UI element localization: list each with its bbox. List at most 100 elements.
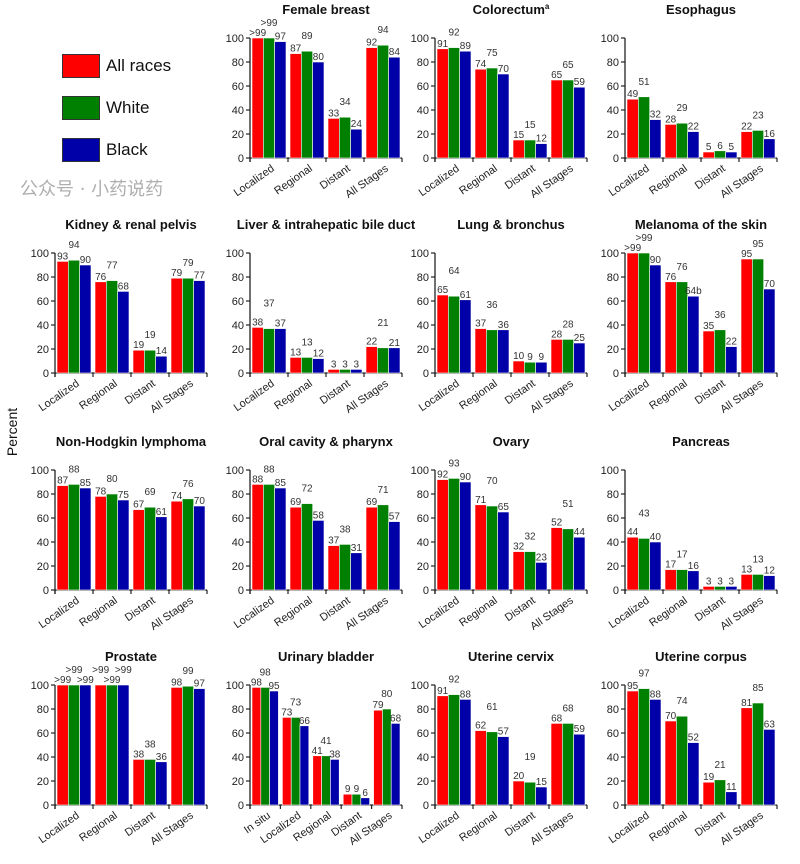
y-tick-label: 80 — [232, 57, 244, 69]
data-label: 69 — [144, 487, 156, 498]
y-tick-label: 80 — [417, 57, 429, 69]
data-label: 85 — [275, 478, 287, 489]
chart-title: Melanoma of the skin — [635, 217, 767, 232]
data-label: 61 — [486, 702, 498, 713]
data-label: 37 — [475, 319, 487, 330]
bar-black — [117, 684, 130, 806]
data-label: 11 — [726, 782, 737, 793]
y-tick-label: 60 — [417, 728, 429, 740]
chart-title: Non-Hodgkin lymphoma — [56, 434, 207, 449]
data-label: 76 — [676, 262, 688, 273]
data-label: 12 — [313, 349, 325, 360]
data-label: 70 — [764, 279, 776, 290]
bar-black — [763, 729, 776, 806]
data-label: 24 — [351, 119, 363, 130]
bar-black — [117, 291, 130, 374]
bar-black — [79, 684, 92, 806]
y-tick-label: 40 — [37, 537, 49, 549]
data-label: 74 — [171, 491, 183, 502]
y-tick-label: 80 — [417, 489, 429, 501]
data-label: >99 — [249, 28, 266, 39]
data-label: 99 — [182, 666, 194, 677]
y-tick-label: 40 — [37, 752, 49, 764]
data-label: 85 — [752, 683, 764, 694]
y-tick-label: 80 — [417, 704, 429, 716]
data-label: 20 — [513, 771, 525, 782]
data-label: 35 — [703, 321, 715, 332]
data-label: 52 — [551, 518, 563, 529]
data-label: >99 — [261, 18, 278, 29]
bar-black — [193, 688, 206, 806]
data-label: 44 — [627, 527, 639, 538]
bar-black — [649, 541, 662, 591]
data-label: 97 — [638, 669, 650, 680]
data-label: 66 — [299, 716, 311, 727]
data-label: 87 — [57, 476, 69, 487]
y-tick-label: 20 — [417, 776, 429, 788]
data-label: 88 — [68, 464, 80, 475]
data-label: 28 — [551, 329, 563, 340]
y-tick-label: 20 — [607, 129, 619, 141]
bar-black — [350, 128, 363, 159]
bar-black — [535, 143, 548, 159]
bar-all-races — [626, 690, 639, 806]
data-label: 21 — [714, 760, 726, 771]
y-tick-label: 40 — [607, 537, 619, 549]
data-label: 38 — [252, 317, 264, 328]
bar-black — [330, 759, 340, 806]
chart-title: Prostate — [105, 649, 157, 664]
chart-title: Lung & bronchus — [457, 217, 565, 232]
data-label: 15 — [513, 130, 525, 141]
bar-black — [79, 264, 92, 374]
data-label: 13 — [741, 564, 753, 575]
y-tick-label: 80 — [417, 272, 429, 284]
data-label: 79 — [171, 268, 183, 279]
y-tick-label: 0 — [423, 153, 429, 165]
data-label: 88 — [650, 689, 662, 700]
y-tick-label: 60 — [607, 296, 619, 308]
data-label: 3 — [706, 576, 712, 587]
y-tick-label: 0 — [43, 585, 49, 597]
y-tick-label: 100 — [226, 680, 244, 692]
y-tick-label: 100 — [411, 33, 429, 45]
data-label: 31 — [351, 543, 363, 554]
data-label: >99 — [624, 243, 641, 254]
data-label: 5 — [729, 142, 735, 153]
data-label: 79 — [182, 258, 194, 269]
legend-swatch-blue — [62, 138, 100, 162]
data-label: >99 — [636, 233, 653, 244]
y-tick-label: 100 — [411, 465, 429, 477]
chart-title: Urinary bladder — [278, 649, 374, 664]
y-tick-label: 100 — [411, 248, 429, 260]
data-label: 12 — [764, 566, 776, 577]
bar-black — [79, 487, 92, 591]
bar-white — [676, 715, 688, 806]
chart-title: Esophagus — [666, 2, 736, 17]
bar-white — [714, 779, 726, 806]
data-label: 65 — [551, 70, 563, 81]
data-label: >99 — [104, 675, 121, 686]
data-label: 95 — [741, 249, 753, 260]
y-tick-label: 80 — [607, 57, 619, 69]
data-label: 37 — [275, 319, 287, 330]
chart-title: Uterine corpus — [655, 649, 747, 664]
data-label: 51 — [562, 499, 574, 510]
data-label: 74 — [676, 696, 688, 707]
bar-black — [573, 342, 586, 374]
bar-black — [312, 520, 325, 591]
data-label: 32 — [524, 532, 536, 543]
bar-black — [497, 511, 510, 591]
bar-all-races — [664, 720, 677, 806]
data-label: 94 — [68, 240, 80, 251]
legend-swatch-red — [62, 54, 100, 78]
bar-black — [763, 138, 776, 159]
y-tick-label: 80 — [37, 704, 49, 716]
data-label: 23 — [536, 552, 548, 563]
data-label: 77 — [194, 271, 206, 282]
